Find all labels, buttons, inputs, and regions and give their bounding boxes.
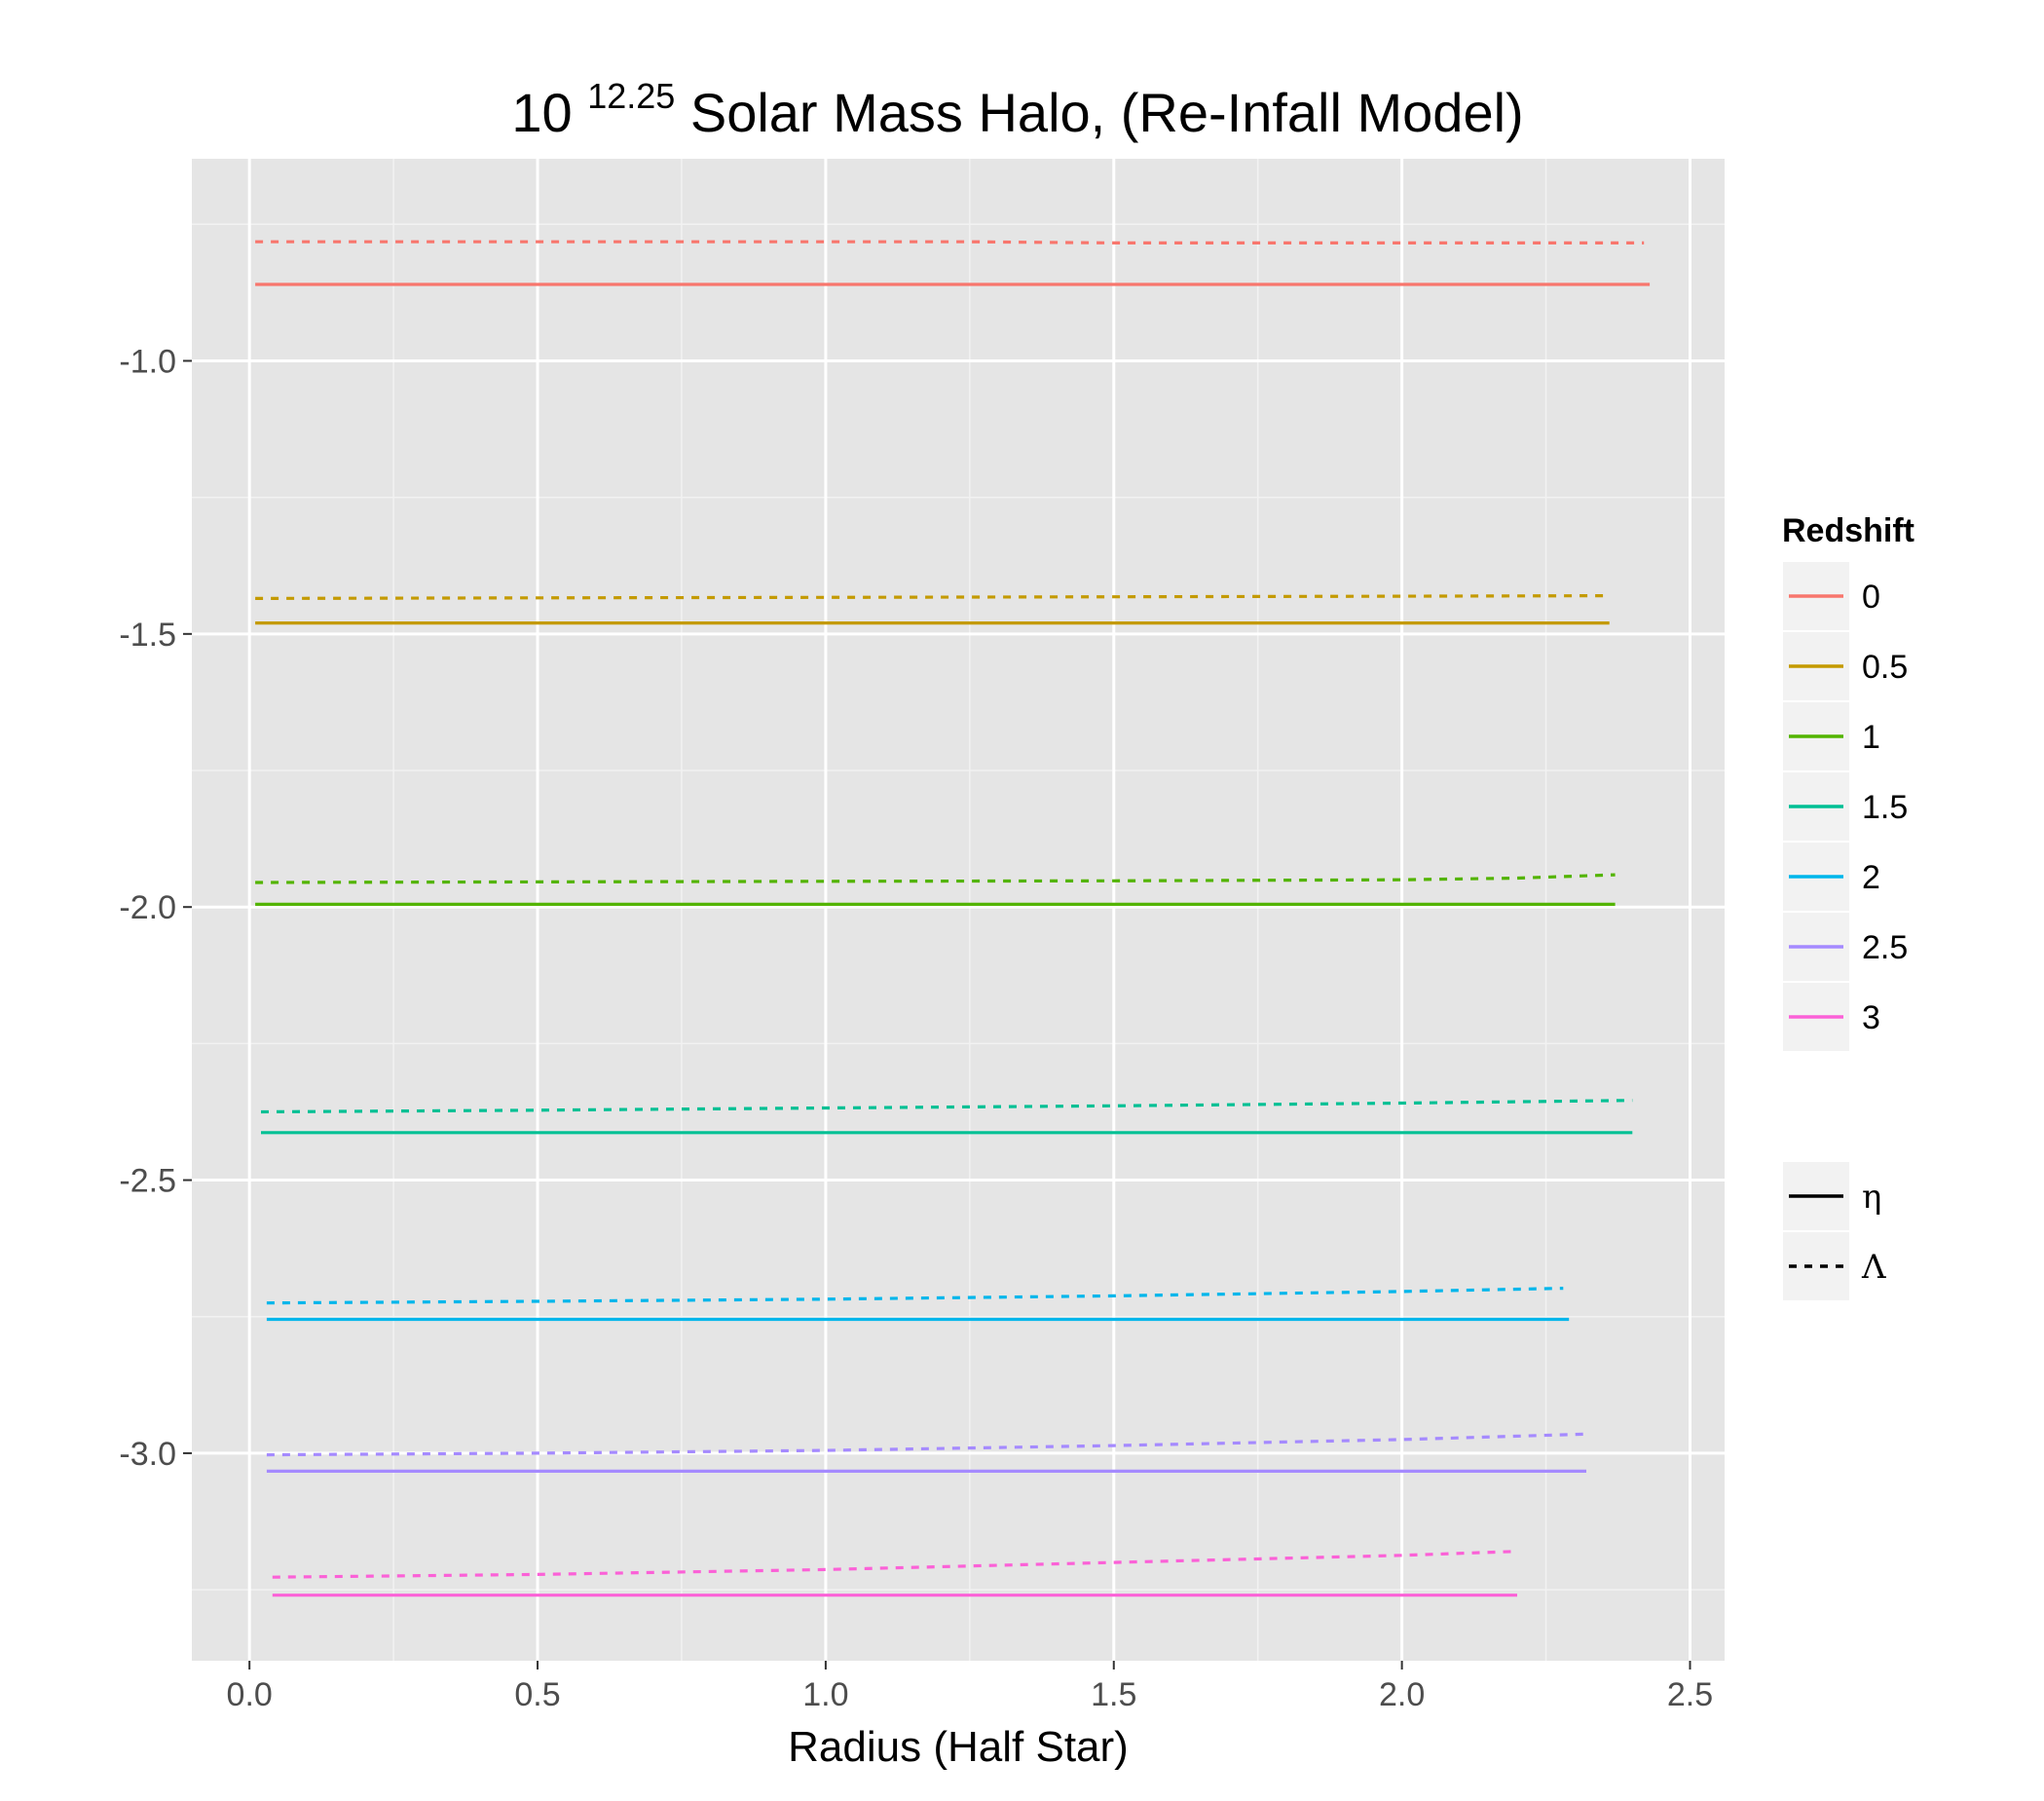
grid-major [192,159,1725,1661]
x-tick-label: 0.5 [514,1676,560,1713]
y-tick-label: -2.5 [119,1163,176,1200]
series-line-z1_5-dashed [260,1099,1633,1114]
y-tick-label: -1.5 [119,617,176,654]
legend-label: 1.5 [1862,789,1908,826]
y-tick-label: -3.0 [119,1436,176,1473]
axes-layer: 0.0 0.5 1.0 1.5 2.0 2.5 -1.0 -1.5 -2.0 -2.5 -3.0 [119,343,1713,1713]
x-tick-label: 2.5 [1667,1676,1713,1713]
x-axis-title: Radius (Half Star) [788,1723,1129,1771]
series-line-z1-dashed [255,873,1616,884]
legend-label: η [1862,1178,1881,1217]
legend-label: 3 [1862,999,1880,1036]
series-line-z0_5-dashed [255,593,1604,601]
x-tick-label: 1.0 [802,1676,848,1713]
x-tick-label: 2.0 [1379,1676,1425,1713]
legend-label: 0.5 [1862,649,1908,686]
legend-title: Redshift [1782,512,1914,549]
series-line-z3-dashed [272,1550,1512,1579]
title-base: 10 [511,82,587,143]
y-tick-label: -2.0 [119,889,176,926]
title-rest: Solar Mass Halo, (Re-Infall Model) [675,82,1523,143]
x-tick-label: 1.5 [1091,1676,1136,1713]
legend-label: 0 [1862,579,1880,616]
legend-redshift: Redshift 0 0.5 1 1.5 2 2.5 3 [1781,512,1914,1053]
title-exponent: 12.25 [587,76,675,116]
legend-label: 1 [1862,719,1880,756]
series-line-z0-dashed [255,240,1645,244]
y-tick-label: -1.0 [119,343,176,380]
legend-label: Λ [1861,1248,1886,1287]
x-tick-label: 0.0 [227,1676,273,1713]
legend-label: 2 [1862,859,1880,896]
chart-title: 10 12.25 Solar Mass Halo, (Re-Infall Mod… [511,76,1523,143]
series-line-z2_5-dashed [266,1432,1587,1457]
legend-label: 2.5 [1862,929,1908,966]
legend-linetype: ηΛ [1781,1160,1886,1302]
grid-minor [192,159,1725,1661]
series-layer [255,240,1651,1597]
plot-panel [192,159,1725,1661]
series-line-z2-dashed [266,1287,1564,1305]
